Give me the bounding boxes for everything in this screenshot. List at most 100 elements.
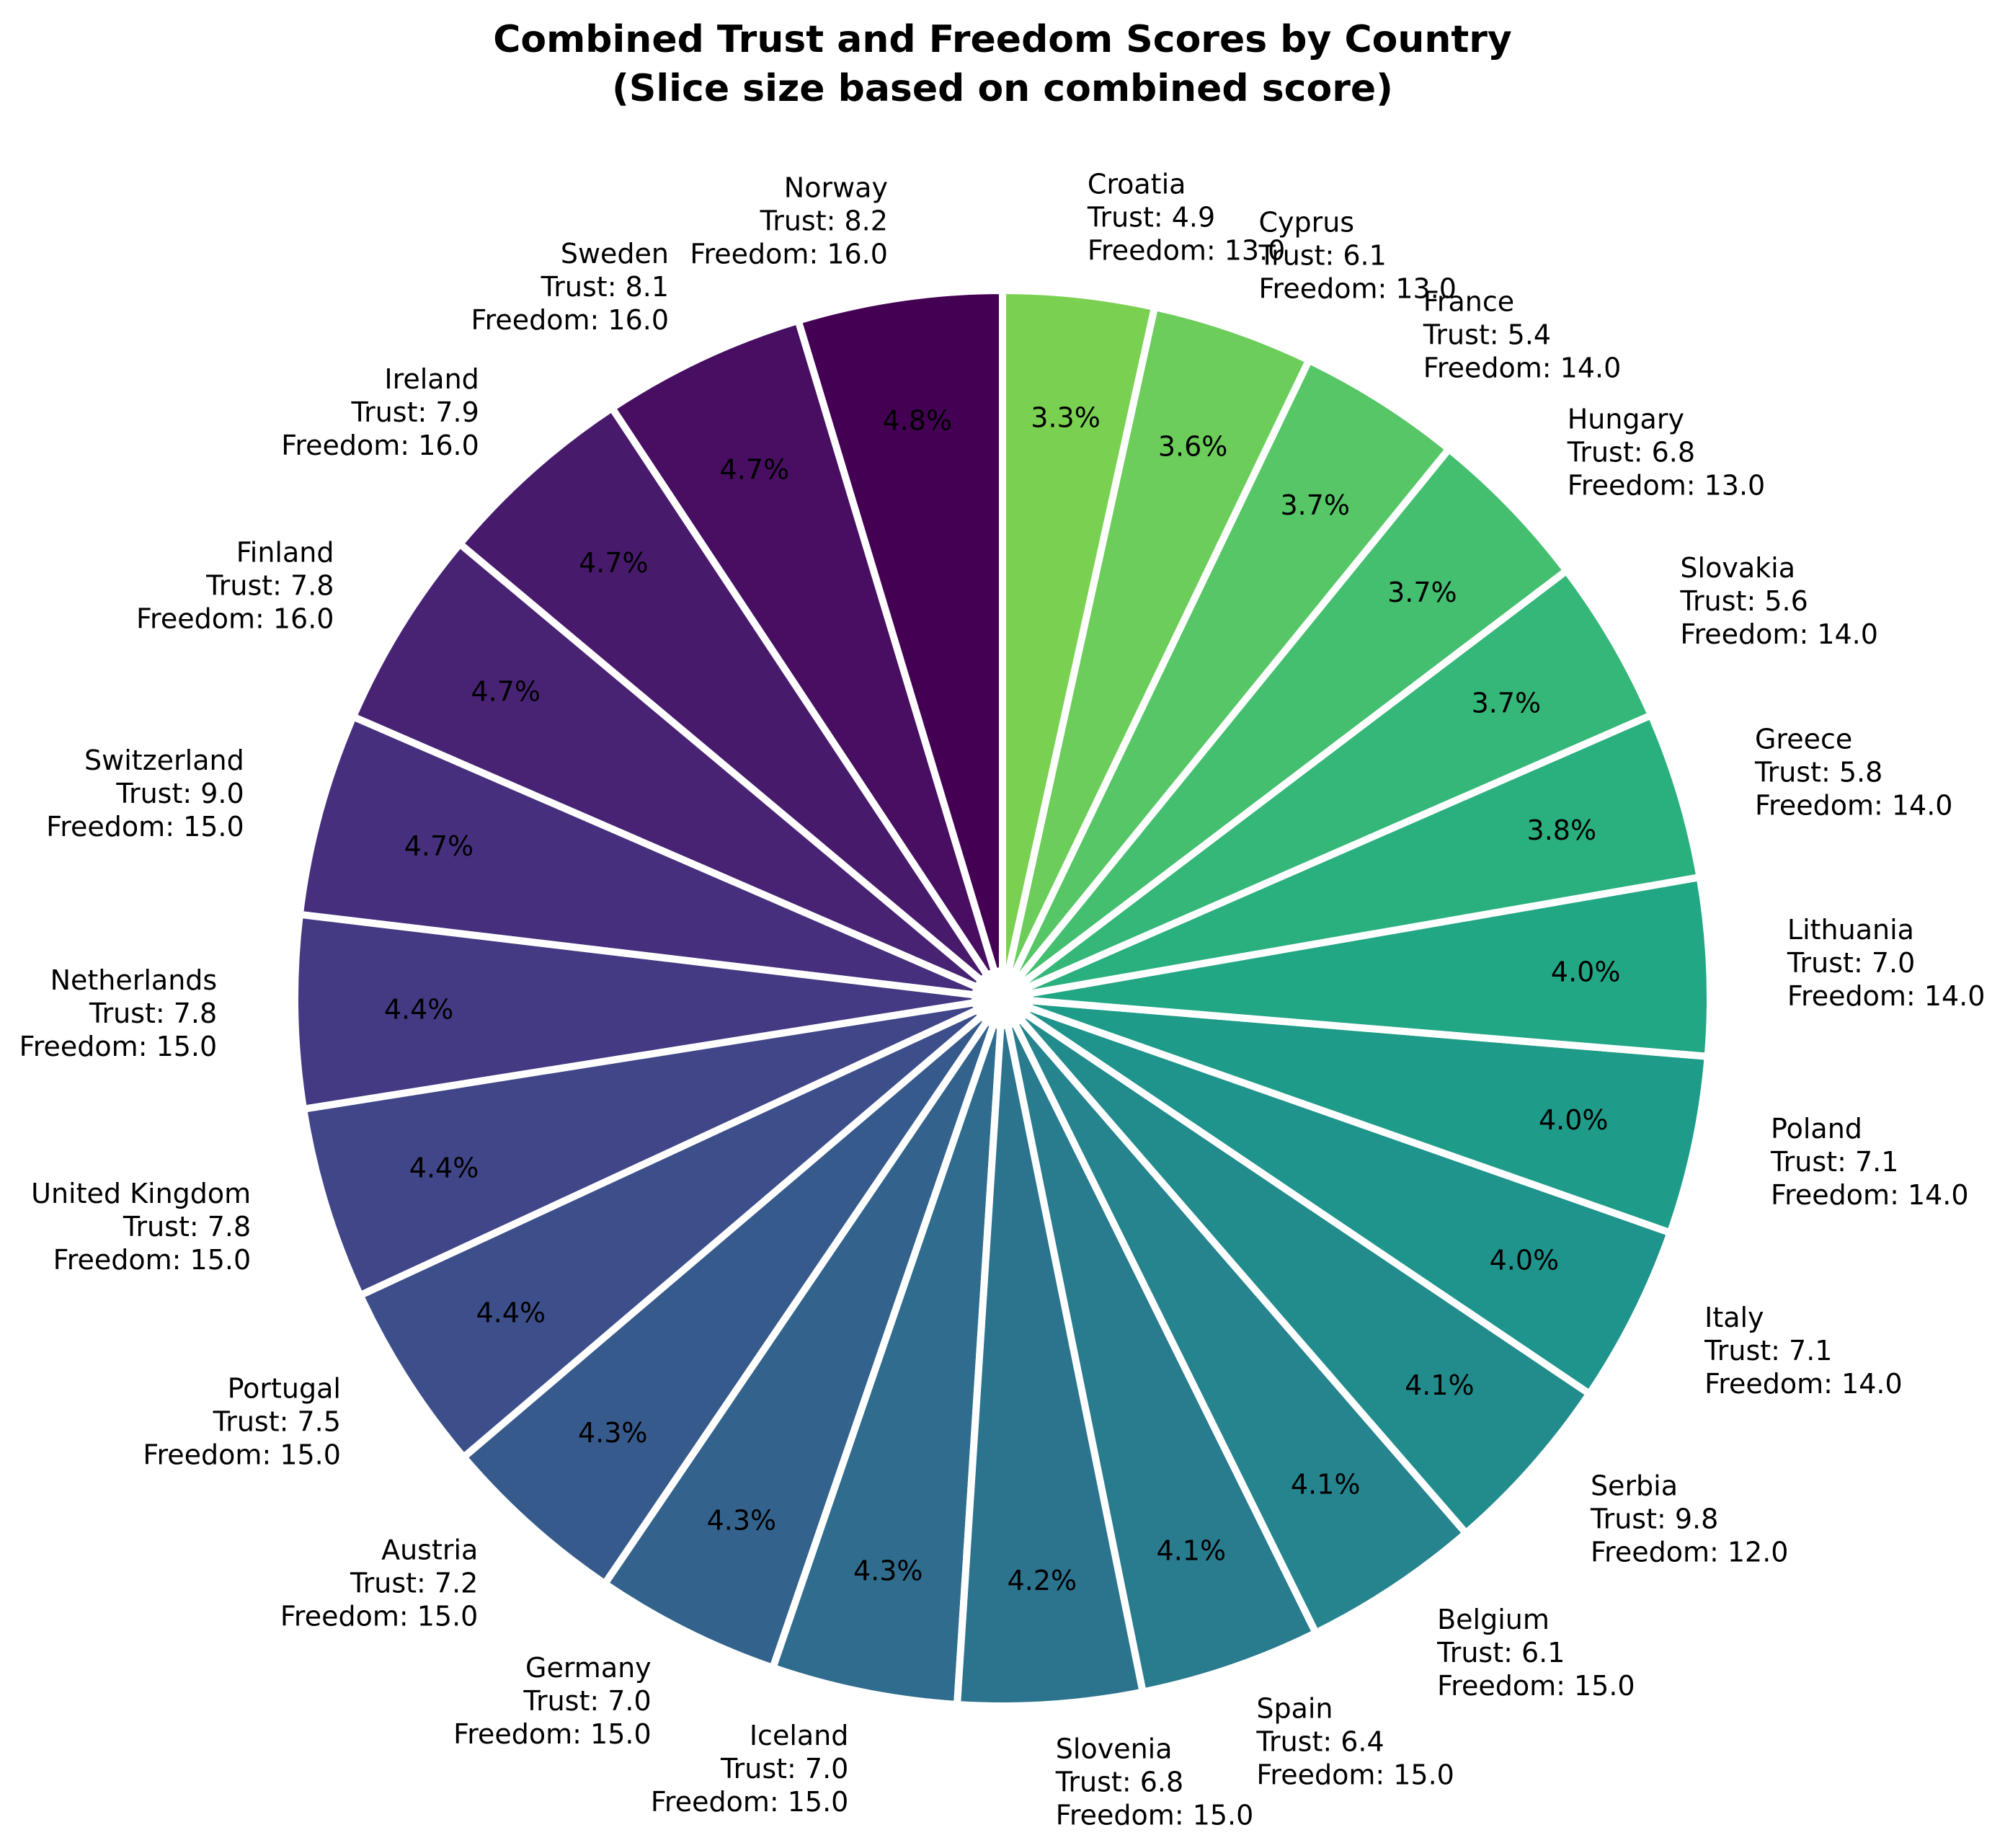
slice-freedom: Freedom: 16.0 [690, 239, 888, 270]
slice-country: Greece [1755, 724, 1852, 755]
chart-title: Combined Trust and Freedom Scores by Cou… [493, 18, 1512, 61]
slice-freedom: Freedom: 14.0 [1787, 980, 1986, 1012]
pie-slice-percent: 4.0% [1551, 956, 1621, 988]
slice-trust: Trust: 7.8 [123, 1211, 251, 1243]
pie-slice-label: Finland Trust: 7.8 Freedom: 16.0 [136, 536, 334, 634]
slice-country: Portugal [228, 1373, 341, 1405]
pie-slice-percent: 4.3% [578, 1417, 648, 1449]
slice-country: France [1423, 285, 1514, 317]
slice-trust: Trust: 6.8 [1567, 436, 1695, 468]
slice-freedom: Freedom: 12.0 [1591, 1537, 1789, 1568]
pie-slice-percent: 3.7% [1472, 687, 1542, 719]
slice-freedom: Freedom: 15.0 [19, 1031, 218, 1062]
pie-slice-percent: 3.7% [1281, 489, 1351, 521]
slice-trust: Trust: 7.0 [720, 1753, 848, 1785]
slice-country: United Kingdom [31, 1178, 251, 1209]
slice-trust: Trust: 6.4 [1255, 1725, 1384, 1757]
slice-country: Cyprus [1258, 207, 1354, 239]
slice-country: Netherlands [50, 964, 218, 996]
slice-country: Croatia [1088, 168, 1186, 200]
slice-trust: Trust: 6.1 [1436, 1637, 1565, 1669]
slice-country: Iceland [750, 1720, 849, 1751]
pie-slice-percent: 3.8% [1527, 814, 1597, 846]
pie-slice-percent: 4.4% [409, 1152, 479, 1184]
slice-trust: Trust: 9.8 [1590, 1503, 1718, 1535]
pie-slice-label: Belgium Trust: 6.1 Freedom: 15.0 [1436, 1604, 1635, 1702]
pie-slice-label: Switzerland Trust: 9.0 Freedom: 15.0 [46, 745, 244, 843]
slice-freedom: Freedom: 14.0 [1680, 618, 1878, 650]
pie-slice-percent: 4.7% [720, 454, 790, 486]
pie-labels: 4.8%Norway Trust: 8.2 Freedom: 16.04.7%Swe… [19, 168, 1986, 1831]
slice-country: Serbia [1591, 1470, 1678, 1502]
slice-country: Norway [784, 172, 888, 204]
pie-slice-label: Lithuania Trust: 7.0 Freedom: 14.0 [1787, 914, 1986, 1012]
pie-slice-percent: 3.7% [1387, 577, 1457, 608]
slice-freedom: Freedom: 15.0 [46, 811, 244, 843]
slice-freedom: Freedom: 15.0 [53, 1244, 252, 1276]
slice-trust: Trust: 7.1 [1704, 1335, 1832, 1367]
pie-slice-percent: 4.4% [384, 994, 454, 1026]
pie-slice-label: United Kingdom Trust: 7.8 Freedom: 15.0 [31, 1178, 251, 1276]
slice-freedom: Freedom: 15.0 [143, 1439, 341, 1471]
slice-trust: Trust: 9.0 [115, 778, 244, 809]
pie-slice-percent: 4.7% [471, 676, 541, 708]
slice-country: Germany [525, 1652, 652, 1684]
slice-country: Switzerland [84, 745, 244, 776]
slice-freedom: Freedom: 14.0 [1423, 352, 1622, 383]
slice-trust: Trust: 7.9 [350, 396, 479, 428]
slice-trust: Trust: 6.1 [1258, 240, 1386, 272]
slice-trust: Trust: 7.8 [89, 998, 217, 1029]
slice-trust: Trust: 7.0 [523, 1685, 651, 1717]
slice-country: Italy [1704, 1302, 1764, 1333]
pie-slice-percent: 4.4% [476, 1297, 546, 1329]
pie-slice-label: Greece Trust: 5.8 Freedom: 14.0 [1754, 724, 1953, 822]
pie-slice-label: Italy Trust: 7.1 Freedom: 14.0 [1704, 1302, 1903, 1400]
slice-trust: Trust: 8.1 [541, 271, 669, 303]
slice-trust: Trust: 5.6 [1679, 585, 1808, 617]
pie-slice-label: Sweden Trust: 8.1 Freedom: 16.0 [471, 238, 669, 336]
chart-subtitle: (Slice size based on combined score) [612, 67, 1393, 110]
slice-trust: Trust: 7.5 [213, 1406, 341, 1438]
slice-country: Slovenia [1056, 1733, 1173, 1764]
pie-slice-percent: 4.0% [1539, 1104, 1609, 1136]
slice-trust: Trust: 5.8 [1754, 757, 1882, 788]
pie-slice-percent: 4.3% [707, 1505, 777, 1537]
slice-country: Finland [236, 536, 334, 568]
slice-trust: Trust: 4.9 [1087, 201, 1215, 233]
pie-slice-percent: 4.1% [1291, 1469, 1361, 1501]
slice-freedom: Freedom: 16.0 [471, 304, 669, 336]
slice-country: Slovakia [1680, 552, 1795, 584]
pie-slice-percent: 4.7% [579, 547, 649, 579]
slice-freedom: Freedom: 15.0 [1437, 1670, 1635, 1702]
slice-freedom: Freedom: 15.0 [1256, 1759, 1454, 1790]
slice-country: Belgium [1437, 1604, 1550, 1635]
slice-freedom: Freedom: 13.0 [1088, 234, 1286, 266]
pie-slice-label: Poland Trust: 7.1 Freedom: 14.0 [1770, 1113, 1969, 1211]
slice-freedom: Freedom: 14.0 [1755, 790, 1953, 822]
slice-freedom: Freedom: 13.0 [1258, 273, 1457, 305]
pie-slice-percent: 4.2% [1008, 1565, 1077, 1596]
slice-freedom: Freedom: 15.0 [1056, 1799, 1254, 1831]
pie-slice-label: Hungary Trust: 6.8 Freedom: 13.0 [1567, 403, 1766, 501]
slice-country: Ireland [384, 363, 479, 395]
slice-country: Poland [1771, 1113, 1862, 1145]
pie-slice-label: Iceland Trust: 7.0 Freedom: 15.0 [651, 1720, 849, 1818]
pie-slice-label: France Trust: 5.4 Freedom: 14.0 [1423, 285, 1622, 383]
pie-slice-label: Norway Trust: 8.2 Freedom: 16.0 [690, 172, 888, 270]
pie-slice-croatia [999, 287, 1159, 975]
slice-country: Sweden [561, 238, 669, 270]
pie-slice-label: Cyprus Trust: 6.1 Freedom: 13.0 [1258, 207, 1457, 305]
pie-slice-percent: 4.3% [853, 1555, 923, 1586]
pie-slices [291, 287, 1714, 1710]
pie-slice-label: Portugal Trust: 7.5 Freedom: 15.0 [143, 1373, 341, 1471]
slice-freedom: Freedom: 13.0 [1568, 469, 1766, 501]
pie-slice-label: Slovakia Trust: 5.6 Freedom: 14.0 [1679, 552, 1878, 650]
slice-freedom: Freedom: 15.0 [453, 1718, 652, 1750]
slice-freedom: Freedom: 16.0 [281, 430, 479, 461]
slice-country: Austria [381, 1534, 478, 1566]
slice-country: Lithuania [1787, 914, 1914, 946]
pie-slice-label: Austria Trust: 7.2 Freedom: 15.0 [280, 1534, 479, 1632]
pie-slice-percent: 4.1% [1157, 1535, 1227, 1567]
slice-trust: Trust: 7.0 [1787, 947, 1915, 979]
